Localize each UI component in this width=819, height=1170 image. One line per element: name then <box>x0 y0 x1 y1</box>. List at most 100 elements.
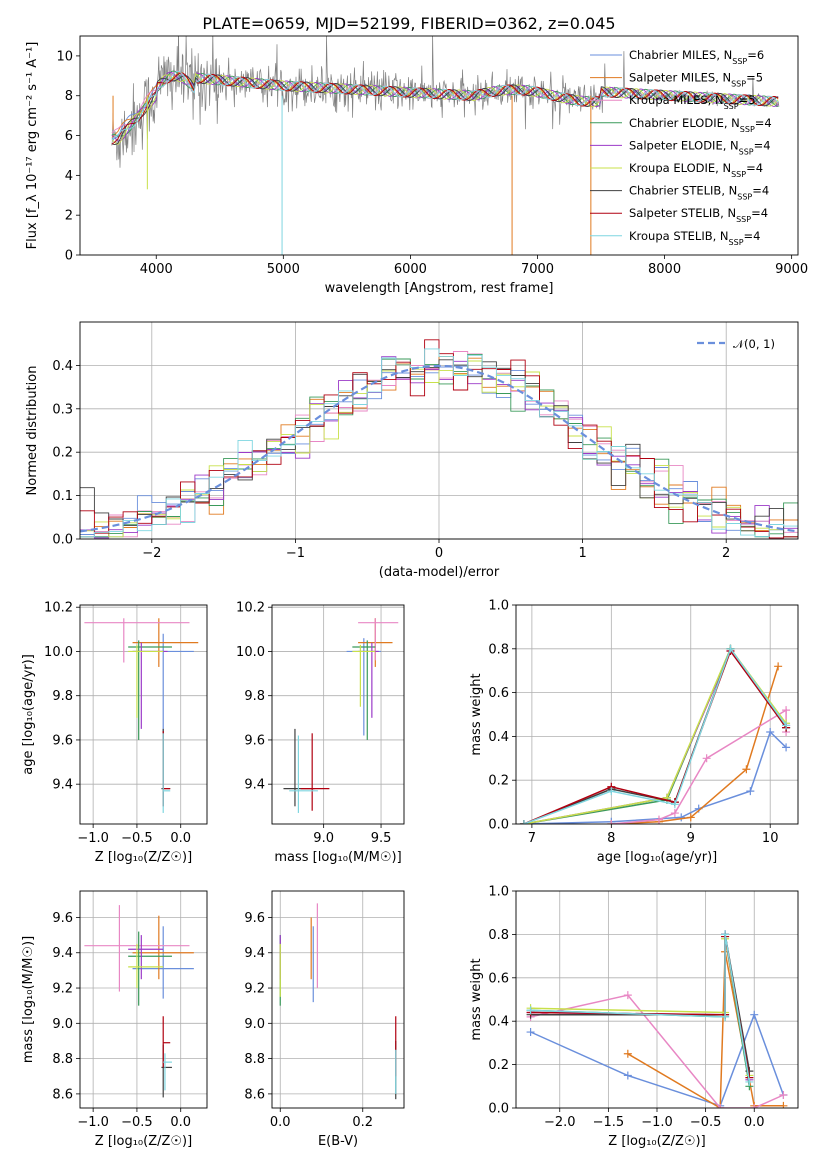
axes-frame <box>79 604 208 825</box>
mass-weight-point <box>623 1071 632 1080</box>
legend-entry: Kroupa STELIB, NSSP=4 <box>629 229 761 247</box>
chart-age-vs-Z: −1.0 −0.5 0.0 9.4 9.6 9.8 10.0 10.2 Z [log₁₀(Z/Z… <box>21 601 208 865</box>
y-tick-label: 9.2 <box>52 982 73 997</box>
mass-weight-series <box>526 934 754 1080</box>
errorbar-marker <box>132 915 194 980</box>
plot-area <box>526 930 788 1108</box>
mass-weight-point <box>746 787 755 796</box>
model-spectrum-line <box>111 72 779 145</box>
y-tick-label: 0.0 <box>488 1102 509 1117</box>
legend-nssp: 4 <box>756 161 763 175</box>
mass-weight-series <box>526 930 754 1086</box>
y-tick-label: 10.2 <box>44 601 73 616</box>
mass-weight-point <box>782 706 791 715</box>
x-tick-label: 0.0 <box>270 1115 291 1130</box>
y-tick-label: 0.3 <box>52 402 73 417</box>
errorbar-marker <box>300 733 330 811</box>
errorbar-marker <box>132 642 168 729</box>
x-axis-label: Z [log₁₀(Z/Z☉)] <box>608 1134 705 1149</box>
mass-weight-point <box>766 728 775 737</box>
x-tick-label: −1.0 <box>77 1115 109 1130</box>
y-tick-label: 10.0 <box>236 645 265 660</box>
errorbar-marker <box>84 618 190 663</box>
y-tick-label: 0.6 <box>488 686 509 701</box>
legend-model-name: Chabrier ELODIE <box>629 116 724 130</box>
plot-area <box>283 618 399 813</box>
mass-weight-series <box>519 644 791 824</box>
y-tick-label: 1.0 <box>488 885 509 900</box>
x-tick-label: 0.0 <box>744 1115 765 1130</box>
axes-frame <box>79 890 208 1109</box>
y-axis-label: mass [log₁₀(M/M☉)] <box>21 936 36 1063</box>
legend-nssp: 4 <box>764 116 771 130</box>
chart-residuals: −2 −1 0 1 2 0.0 0.1 0.2 0.3 0.4 (data-model)/error… <box>25 321 799 580</box>
model-spectrum-line <box>111 74 779 139</box>
y-tick-label: 9.2 <box>244 982 265 997</box>
chart-massweight-vs-Z: −2.0 −1.5 −1.0 −0.5 0.0 0.0 0.2 0.4 0.6 0.8 1.0 Z [… <box>469 885 799 1149</box>
legend-entry: Kroupa ELODIE, NSSP=4 <box>629 161 763 179</box>
mass-weight-point <box>607 820 616 824</box>
residual-histogram <box>80 359 798 538</box>
errorbar-marker <box>352 644 376 707</box>
model-spectrum-line <box>111 74 779 145</box>
mass-weight-point <box>607 787 616 796</box>
chart-mass-vs-Z: −1.0 −0.5 0.0 8.6 8.8 9.0 9.2 9.4 9.6 Z [log₁₀(Z/… <box>21 890 208 1149</box>
y-tick-label: 10.0 <box>44 645 73 660</box>
mass-weight-point <box>716 1104 725 1108</box>
x-tick-label: 5000 <box>267 262 300 277</box>
y-axis-label: Normed distribution <box>25 366 40 496</box>
mass-weight-point <box>670 800 679 809</box>
normal-reference-curve <box>80 364 798 533</box>
legend-entry: Chabrier STELIB, NSSP=4 <box>629 184 769 202</box>
mass-weight-point <box>779 1101 788 1108</box>
legend-nssp: 6 <box>757 48 764 62</box>
y-tick-label: 9.6 <box>244 733 265 748</box>
x-tick-label: −2 <box>142 546 161 561</box>
y-tick-label: 9.4 <box>244 946 265 961</box>
x-tick-label: 9.5 <box>371 831 392 846</box>
errorbar-marker <box>128 644 164 718</box>
mass-weight-point <box>774 662 783 671</box>
errorbar-marker <box>128 931 172 1006</box>
y-tick-label: 0.4 <box>488 1015 509 1030</box>
plot-area <box>84 618 199 813</box>
mass-weight-point <box>526 1006 535 1015</box>
mass-weight-point <box>721 930 730 939</box>
model-spectrum-line <box>111 70 779 141</box>
x-tick-label: 6000 <box>394 262 427 277</box>
x-tick-label: 9.0 <box>313 831 334 846</box>
legend-entry: Chabrier ELODIE, NSSP=4 <box>629 116 772 134</box>
axes-frame <box>271 890 405 1109</box>
y-tick-label: 9.4 <box>52 778 73 793</box>
legend-model-name: Salpeter STELIB <box>629 206 720 220</box>
x-tick-label: −0.5 <box>121 1115 153 1130</box>
plot-area <box>519 644 791 824</box>
y-tick-label: 0.2 <box>488 1058 509 1073</box>
mass-weight-point <box>742 765 751 774</box>
y-tick-label: 0.8 <box>488 928 509 943</box>
legend-nssp: 4 <box>753 229 760 243</box>
plot-area <box>111 36 780 255</box>
y-tick-label: 0.4 <box>52 359 73 374</box>
data-spectrum-line <box>111 36 780 168</box>
y-tick-label: 4 <box>65 169 73 184</box>
mass-weight-point <box>519 820 528 824</box>
y-tick-label: 0.0 <box>488 818 509 833</box>
legend-entry: Salpeter MILES, NSSP=5 <box>629 71 763 89</box>
chart-massweight-vs-age: 7 8 9 10 0.0 0.2 0.4 0.6 0.8 1.0 age [log₁₀(age/yr… <box>469 599 799 865</box>
y-axis-label: age [log₁₀(age/yr)] <box>21 654 36 775</box>
mass-weight-series <box>607 706 791 824</box>
x-tick-label: −1.0 <box>77 831 109 846</box>
mass-weight-line <box>530 934 751 1083</box>
y-tick-label: 6 <box>65 129 73 144</box>
mass-weight-point <box>623 991 632 1000</box>
mass-weight-point <box>670 809 679 818</box>
y-tick-label: 9.0 <box>244 1017 265 1032</box>
legend-nssp: 4 <box>763 138 770 152</box>
mass-weight-line <box>611 666 779 824</box>
x-tick-label: −0.5 <box>121 831 153 846</box>
errorbar-marker <box>162 731 171 807</box>
plot-area <box>279 903 397 1100</box>
x-tick-label: 7 <box>528 831 536 846</box>
